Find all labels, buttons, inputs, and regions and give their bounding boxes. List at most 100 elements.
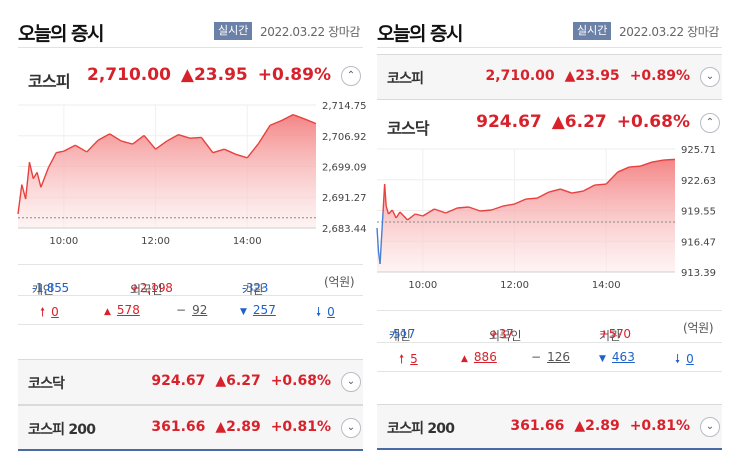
y-tick-label: 2,706.92 xyxy=(322,132,367,143)
institution-value: +570 xyxy=(599,327,631,341)
lower-limit-count[interactable]: 0 xyxy=(327,305,335,319)
price-line-segment xyxy=(548,188,561,193)
expand-chevron-icon[interactable]: ⌄ xyxy=(341,418,361,438)
rising-count[interactable]: 886 xyxy=(473,350,497,364)
expand-chevron-icon[interactable]: ⌄ xyxy=(700,67,720,87)
market-breadth-row: 🠕 0 ▲ 578 −92 ▼ 257 🠗 0 xyxy=(18,295,363,325)
price-line-segment xyxy=(594,183,607,186)
price-line-segment xyxy=(32,172,38,180)
lower-limit-arrow-icon: 🠗 xyxy=(316,305,322,319)
upper-limit-count[interactable]: 0 xyxy=(51,305,59,319)
price-line-segment xyxy=(651,159,664,163)
institution-label: 기관 xyxy=(599,329,621,343)
upper-limit-arrow-icon: 🠕 xyxy=(399,352,405,366)
index-values: 361.66 ▲2.89 +0.81% xyxy=(510,418,690,434)
market-panel-kospi: 오늘의 증시 실시간 2022.03.22 장마감 코스피 2,710.00 ▲2… xyxy=(17,0,367,466)
market-panel-kosdaq: 오늘의 증시 실시간 2022.03.22 장마감 코스피 2,710.00 ▲2… xyxy=(376,0,722,466)
collapse-chevron-icon[interactable]: ⌃ xyxy=(700,113,720,133)
price-line-segment xyxy=(258,124,271,144)
price-line-segment xyxy=(514,198,527,205)
expand-chevron-icon[interactable]: ⌄ xyxy=(341,372,361,392)
index-change: ▲2.89 xyxy=(215,419,261,435)
index-row-kosdaq[interactable]: 코스닥 924.67 ▲6.27 +0.68% ⌃ xyxy=(377,101,722,149)
price-line-segment xyxy=(120,140,133,145)
price-line-segment xyxy=(376,227,380,252)
foreign-label: 외국인 xyxy=(489,329,522,343)
upper-limit-count[interactable]: 5 xyxy=(410,352,418,366)
retail-label: 개인 xyxy=(32,283,54,297)
x-tick-label: 12:00 xyxy=(500,280,529,291)
price-line-segment xyxy=(395,211,401,219)
price-line-segment xyxy=(640,161,653,167)
realtime-badge: 실시간 xyxy=(214,22,253,40)
price-line-segment xyxy=(434,208,446,214)
x-tick-label: 12:00 xyxy=(141,236,170,247)
price-line-segment xyxy=(422,208,435,217)
price-line-segment xyxy=(63,144,76,152)
price-line-segment xyxy=(166,134,179,142)
expand-chevron-icon[interactable]: ⌄ xyxy=(700,417,720,437)
index-change: ▲23.95 xyxy=(180,65,248,85)
rising-count[interactable]: 578 xyxy=(116,303,140,317)
institution-label: 기관 xyxy=(242,283,264,297)
price-line-segment xyxy=(281,114,294,122)
price-line-segment xyxy=(560,188,573,194)
header-date-status: 2022.03.22 장마감 xyxy=(619,23,719,40)
index-row-kospi200[interactable]: 코스피 200 361.66 ▲2.89 +0.81% ⌄ xyxy=(377,404,722,450)
falling-count[interactable]: 257 xyxy=(252,303,276,317)
index-name: 코스피 xyxy=(387,71,424,87)
index-price: 924.67 xyxy=(476,112,542,132)
upper-limit-arrow-icon: 🠕 xyxy=(40,305,46,319)
flat-dash-icon: − xyxy=(531,350,542,364)
price-line-segment xyxy=(235,153,248,159)
index-price: 361.66 xyxy=(510,418,565,434)
price-line-segment xyxy=(97,133,111,141)
lower-limit-arrow-icon: 🠗 xyxy=(675,352,681,366)
price-line-segment xyxy=(189,136,202,139)
index-values: 2,710.00 ▲23.95 +0.89% xyxy=(486,68,690,84)
price-line-segment xyxy=(28,162,34,179)
y-tick-label: 2,683.44 xyxy=(322,224,367,235)
y-tick-label: 2,691.27 xyxy=(322,193,367,204)
price-line-segment xyxy=(24,162,31,200)
price-line-segment xyxy=(21,184,27,200)
index-row-kospi200[interactable]: 코스피 200 361.66 ▲2.89 +0.81% ⌄ xyxy=(18,405,363,451)
index-row-kospi[interactable]: 코스피 2,710.00 ▲23.95 +0.89% ⌃ xyxy=(18,54,363,102)
y-tick-label: 925.71 xyxy=(681,145,716,156)
index-change: ▲6.27 xyxy=(215,373,261,389)
collapse-chevron-icon[interactable]: ⌃ xyxy=(341,66,361,86)
price-line-segment xyxy=(56,150,64,154)
price-line-segment xyxy=(663,158,676,161)
price-line-segment xyxy=(36,172,42,188)
falling-count[interactable]: 463 xyxy=(611,350,635,364)
index-price: 2,710.00 xyxy=(485,68,555,84)
index-row-kosdaq[interactable]: 코스닥 924.67 ▲6.27 +0.68% ⌄ xyxy=(18,359,363,405)
index-change: ▲6.27 xyxy=(551,112,607,132)
retail-value: -517 xyxy=(389,327,416,341)
price-line-segment xyxy=(178,133,191,139)
price-line-segment xyxy=(74,144,88,153)
lower-limit-count[interactable]: 0 xyxy=(686,352,694,366)
header-date: 2022.03.22 xyxy=(260,25,325,39)
y-tick-label: 913.39 xyxy=(681,268,716,279)
index-row-kospi[interactable]: 코스피 2,710.00 ▲23.95 +0.89% ⌄ xyxy=(377,54,722,100)
index-values: 2,710.00 ▲23.95 +0.89% xyxy=(87,65,331,85)
price-line-segment xyxy=(380,210,384,237)
price-line-segment xyxy=(617,166,630,173)
index-price: 2,710.00 xyxy=(87,65,171,85)
price-line-segment xyxy=(415,213,424,217)
unit-label: (억원) xyxy=(324,275,355,289)
price-line-segment xyxy=(17,184,23,215)
price-line-segment xyxy=(143,134,157,150)
unchanged-count[interactable]: 92 xyxy=(192,303,208,317)
market-status: 장마감 xyxy=(687,25,720,39)
price-line-segment xyxy=(47,152,57,168)
panel-title: 오늘의 증시 xyxy=(377,23,464,45)
price-line-segment xyxy=(457,206,469,209)
index-change-pct: +0.81% xyxy=(629,418,690,434)
x-tick-label: 10:00 xyxy=(408,280,437,291)
price-line-segment xyxy=(132,134,145,145)
unchanged-count[interactable]: 126 xyxy=(547,350,570,364)
price-area xyxy=(18,114,316,228)
price-line-segment xyxy=(224,148,237,155)
